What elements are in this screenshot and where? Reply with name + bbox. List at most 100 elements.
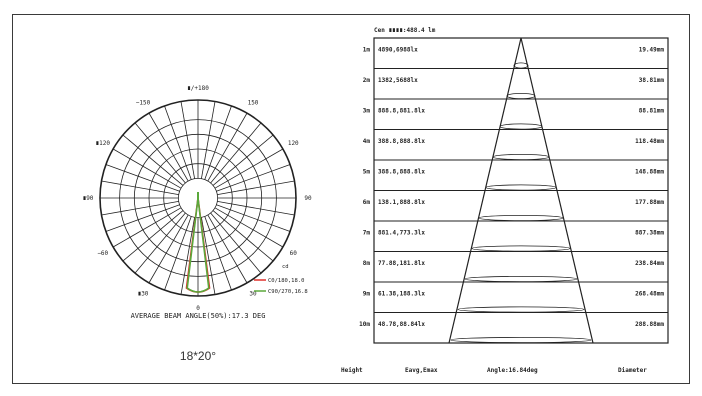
polar-angle-label-4: ∎120 — [96, 140, 111, 147]
row-eavg-6: 881.4,773.3lx — [378, 230, 425, 237]
row-diameter-8: 268.48mm — [635, 291, 664, 298]
row-eavg-9: 48.78,88.84lx — [378, 321, 425, 328]
polar-spoke-150 — [207, 214, 248, 284]
row-height-7: 8m — [363, 260, 371, 267]
polar-spoke-290 — [105, 164, 180, 192]
footer-diameter: Diameter — [618, 367, 647, 374]
table-footer: Height Eavg,Emax Angle:16.84deg Diameter — [341, 367, 647, 374]
cone-ellipse-3 — [492, 153, 550, 160]
polar-spoke-70 — [216, 164, 291, 192]
polar-angle-label-9: 30 — [249, 290, 257, 297]
polar-spoke-330 — [148, 112, 189, 182]
polar-spoke-260 — [101, 201, 179, 216]
chart-frame — [12, 14, 690, 384]
row-eavg-2: 888.8,881.8lx — [378, 108, 425, 115]
polar-spoke-140 — [210, 212, 262, 274]
row-height-0: 1m — [363, 47, 371, 54]
cone-side-left — [448, 37, 522, 344]
polar-spoke-30 — [207, 112, 248, 182]
row-eavg-7: 77.88,181.8lx — [378, 260, 425, 267]
row-height-4: 5m — [363, 169, 371, 176]
legend-label-c0: C0/180,18.0 — [268, 278, 304, 284]
row-eavg-4: 388.8,888.8lx — [378, 169, 425, 176]
row-height-2: 3m — [363, 108, 371, 115]
polar-curve-c90-270 — [186, 197, 210, 293]
polar-legend: cd C0/180,18.0 C90/270,16.8 — [254, 264, 308, 295]
polar-spoke-80 — [217, 180, 295, 195]
polar-angle-label-10: ∎30 — [138, 290, 149, 297]
light-cone — [448, 37, 594, 344]
polar-spoke-20 — [204, 105, 232, 180]
cone-ellipse-0 — [513, 62, 529, 69]
polar-spoke-310 — [122, 134, 184, 186]
polar-spoke-340 — [164, 105, 192, 180]
row-diameter-6: 887.38mm — [635, 230, 664, 237]
polar-spoke-40 — [210, 122, 262, 184]
polar-angle-label-7: 60 — [290, 250, 298, 257]
polar-spoke-200 — [164, 216, 192, 291]
table-title: Cen ∎∎∎∎:488.4 lm — [374, 27, 436, 34]
polar-angle-label-1: 150 — [248, 100, 259, 107]
beam-angle-caption: AVERAGE BEAM ANGLE(50%):17.3 DEG — [131, 312, 266, 320]
cone-ellipse-7 — [464, 275, 578, 282]
row-diameter-3: 118.48mm — [635, 138, 664, 145]
footer-eavg: Eavg,Emax — [405, 367, 438, 374]
row-eavg-5: 138.1,888.8lx — [378, 199, 425, 206]
polar-spoke-240 — [112, 207, 182, 248]
footer-height: Height — [341, 367, 363, 374]
cone-ellipse-2 — [499, 123, 543, 130]
polar-angle-label-6: ∎90 — [83, 195, 94, 202]
polar-spoke-350 — [180, 101, 195, 179]
row-eavg-8: 61.38,188.3lx — [378, 291, 425, 298]
cone-side-right — [520, 37, 594, 344]
polar-spoke-320 — [134, 122, 186, 184]
footer-angle: Angle:16.84deg — [487, 367, 538, 374]
polar-angle-label-0: ∎/+180 — [187, 85, 209, 92]
polar-spoke-300 — [112, 148, 182, 189]
polar-spoke-190 — [180, 217, 195, 295]
row-diameter-7: 238.84mm — [635, 260, 664, 267]
polar-angle-labels: ∎/+180 150 −150 120 ∎120 90 ∎90 60 −60 30 ∎30 0 — [83, 85, 312, 312]
row-height-3: 4m — [363, 138, 371, 145]
row-diameter-4: 148.88mm — [635, 169, 664, 176]
polar-spoke-60 — [214, 148, 284, 189]
polar-spoke-130 — [212, 210, 274, 262]
cone-ellipse-8 — [457, 306, 585, 313]
row-height-9: 10m — [359, 321, 370, 328]
row-eavg-0: 4890,6988lx — [378, 47, 418, 54]
row-diameter-0: 19.49mm — [639, 47, 665, 54]
table-rows: 1m 4890,6988lx 19.49mm 2m 1382,5688lx 38.81mm… — [359, 47, 664, 329]
polar-angle-label-5: 90 — [304, 195, 312, 202]
row-eavg-1: 1382,5688lx — [378, 77, 418, 84]
polar-spoke-210 — [148, 214, 189, 284]
polar-spoke-100 — [217, 201, 295, 216]
row-height-5: 6m — [363, 199, 371, 206]
row-eavg-3: 388.8,888.8lx — [378, 138, 425, 145]
row-diameter-5: 177.88mm — [635, 199, 664, 206]
beam-spec-label: 18*20° — [180, 349, 216, 363]
polar-spoke-230 — [122, 210, 184, 262]
polar-curves — [185, 192, 211, 293]
cone-ellipse-5 — [478, 214, 564, 221]
row-height-1: 2m — [363, 77, 371, 84]
polar-spoke-50 — [212, 134, 274, 186]
polar-spoke-10 — [201, 101, 216, 179]
legend-title: cd — [282, 264, 289, 270]
cone-ellipse-9 — [450, 336, 592, 343]
polar-angle-label-11: 0 — [196, 305, 200, 312]
polar-angle-label-3: 120 — [288, 140, 299, 147]
polar-spoke-170 — [201, 217, 216, 295]
polar-spoke-280 — [101, 180, 179, 195]
polar-angle-label-2: −150 — [136, 100, 151, 107]
polar-spoke-250 — [105, 204, 180, 232]
row-diameter-9: 288.88mm — [635, 321, 664, 328]
polar-spoke-220 — [134, 212, 186, 274]
polar-grid — [99, 99, 297, 297]
cone-ellipse-1 — [506, 93, 536, 100]
legend-label-c90: C90/270,16.8 — [268, 289, 308, 295]
polar-spoke-120 — [214, 207, 284, 248]
row-diameter-1: 38.81mm — [639, 77, 665, 84]
polar-angle-label-8: −60 — [97, 250, 108, 257]
